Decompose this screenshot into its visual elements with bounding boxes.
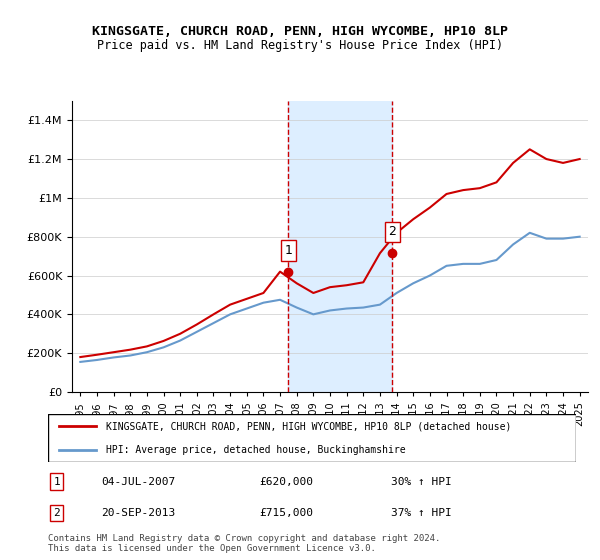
Text: HPI: Average price, detached house, Buckinghamshire: HPI: Average price, detached house, Buck… — [106, 445, 406, 455]
Text: 2: 2 — [388, 225, 397, 239]
Text: Price paid vs. HM Land Registry's House Price Index (HPI): Price paid vs. HM Land Registry's House … — [97, 39, 503, 52]
Text: KINGSGATE, CHURCH ROAD, PENN, HIGH WYCOMBE, HP10 8LP (detached house): KINGSGATE, CHURCH ROAD, PENN, HIGH WYCOM… — [106, 421, 511, 431]
Text: 37% ↑ HPI: 37% ↑ HPI — [391, 508, 452, 518]
Text: 20-SEP-2013: 20-SEP-2013 — [101, 508, 175, 518]
Text: 1: 1 — [53, 477, 60, 487]
Text: 30% ↑ HPI: 30% ↑ HPI — [391, 477, 452, 487]
Text: £620,000: £620,000 — [259, 477, 313, 487]
Text: KINGSGATE, CHURCH ROAD, PENN, HIGH WYCOMBE, HP10 8LP: KINGSGATE, CHURCH ROAD, PENN, HIGH WYCOM… — [92, 25, 508, 38]
Text: Contains HM Land Registry data © Crown copyright and database right 2024.
This d: Contains HM Land Registry data © Crown c… — [48, 534, 440, 553]
Text: 2: 2 — [53, 508, 60, 518]
FancyBboxPatch shape — [48, 414, 576, 462]
Text: 1: 1 — [284, 244, 292, 257]
Text: 04-JUL-2007: 04-JUL-2007 — [101, 477, 175, 487]
Text: £715,000: £715,000 — [259, 508, 313, 518]
Bar — [289, 101, 392, 392]
